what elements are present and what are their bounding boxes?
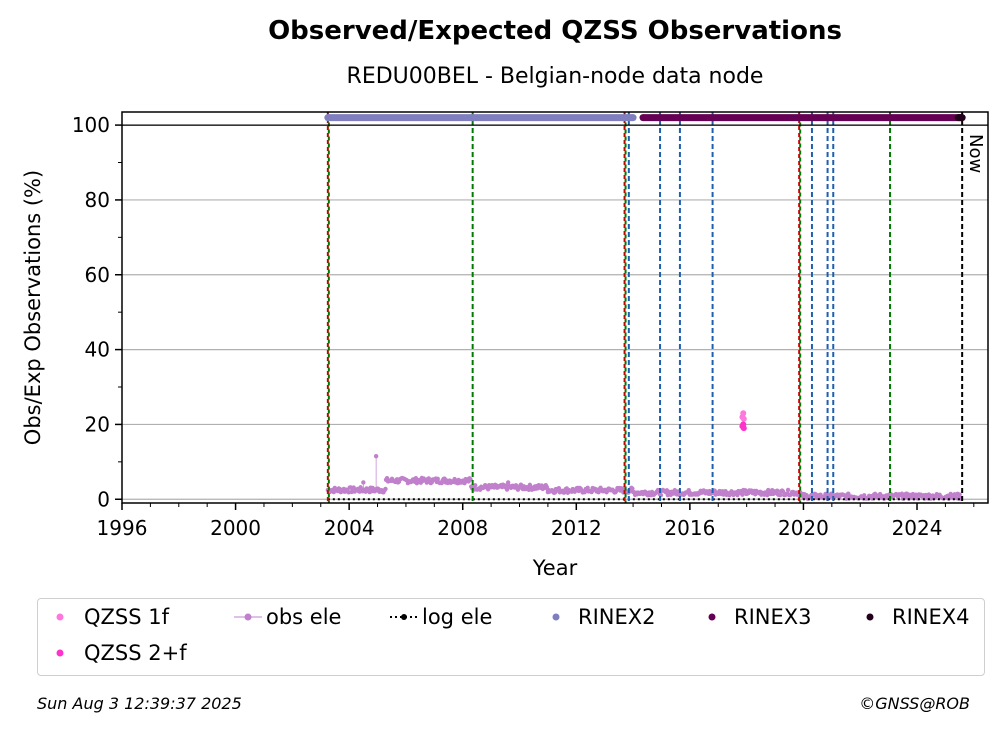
x-tick-label: 2024: [892, 516, 943, 540]
footer-credit: ©GNSS@ROB: [859, 694, 970, 713]
y-tick-label: 100: [72, 113, 110, 137]
rinex-end-point: [958, 114, 966, 122]
legend-label: RINEX3: [734, 605, 812, 629]
legend-item-obs-ele: obs ele: [234, 605, 341, 629]
legend-label: RINEX2: [578, 605, 656, 629]
legend-marker-rinex2: [546, 607, 574, 627]
chart-plot: Now 0 20 40 60 80 100 1996 2000 2004 2008 2012 2016 2…: [21, 111, 989, 580]
chart-subtitle: REDU00BEL - Belgian-node data node: [346, 64, 764, 89]
qzss-1f-point: [740, 410, 747, 417]
obs-ele-point: [743, 488, 748, 493]
obs-ele-point: [585, 485, 590, 491]
legend-item-rinex2: RINEX2: [546, 605, 656, 629]
obs-ele-outlier: [361, 480, 366, 485]
rinex-track-rinex4: [954, 114, 966, 122]
obs-ele-point: [957, 492, 962, 497]
x-tick-label: 1996: [97, 516, 148, 540]
series-obs-ele: [325, 454, 963, 501]
legend-item-rinex4: RINEX4: [860, 605, 970, 629]
obs-ele-outlier: [373, 454, 379, 459]
obs-ele-point: [774, 488, 780, 493]
rinex-end-point: [629, 114, 637, 122]
qzss-2f-point: [740, 425, 747, 432]
legend-item-log-ele: log ele: [390, 605, 492, 629]
obs-ele-outlier: [505, 480, 511, 485]
legend-label: log ele: [422, 605, 493, 629]
legend-label: RINEX4: [892, 605, 970, 629]
legend-marker-rinex4: [860, 607, 888, 627]
legend-label: QZSS 1f: [84, 605, 170, 629]
now-label: Now: [965, 134, 986, 173]
y-tick-label: 0: [97, 487, 110, 511]
obs-ele-point: [473, 483, 478, 488]
x-tick-label: 2016: [664, 516, 715, 540]
y-axis-label: Obs/Exp Observations (%): [21, 170, 45, 445]
x-tick-label: 2012: [551, 516, 602, 540]
obs-ele-point: [740, 492, 745, 497]
y-tick-label: 20: [85, 412, 110, 436]
y-tick-label: 60: [85, 263, 110, 287]
legend-label: obs ele: [266, 605, 342, 629]
obs-ele-point: [468, 477, 473, 482]
plot-area: [122, 112, 988, 503]
y-tick-label: 80: [85, 188, 110, 212]
legend-item-rinex3: RINEX3: [702, 605, 812, 629]
legend-marker-obs-ele: [234, 607, 262, 627]
x-tick-label: 2000: [210, 516, 261, 540]
chart-title: Observed/Expected QZSS Observations: [268, 16, 842, 46]
rinex-track-rinex2: [324, 114, 637, 122]
legend-marker-log-ele: [390, 607, 418, 627]
obs-ele-point: [785, 487, 791, 493]
legend-item-qzss-2f: QZSS 2+f: [52, 641, 187, 665]
rinex-track-rinex3: [639, 114, 965, 122]
plot-frame: [121, 111, 989, 504]
y-tick-label: 40: [85, 338, 110, 362]
legend-label: QZSS 2+f: [84, 641, 187, 665]
x-tick-label: 2008: [437, 516, 488, 540]
obs-ele-point: [383, 486, 388, 492]
chart-legend: QZSS 1f obs ele log ele RINEX2 RINEX3 RI…: [37, 598, 985, 676]
x-tick-label: 2004: [324, 516, 375, 540]
qzss-1f-point: [740, 415, 747, 422]
obs-ele-point: [426, 476, 431, 481]
x-axis-label: Year: [532, 556, 578, 580]
x-tick-label: 2020: [778, 516, 829, 540]
rinex-start-point: [324, 114, 332, 122]
legend-item-qzss-1f: QZSS 1f: [52, 605, 169, 629]
legend-marker-qzss-2f: [52, 643, 80, 663]
rinex-start-point: [639, 114, 647, 122]
obs-ele-point: [777, 492, 783, 498]
obs-ele-point: [630, 486, 635, 491]
obs-ele-point: [435, 476, 440, 482]
obs-ele-point: [780, 489, 786, 494]
legend-marker-rinex3: [702, 607, 730, 627]
legend-marker-qzss-1f: [52, 607, 80, 627]
footer-timestamp: Sun Aug 3 12:39:37 2025: [37, 694, 242, 713]
obs-ele-point: [452, 476, 457, 482]
